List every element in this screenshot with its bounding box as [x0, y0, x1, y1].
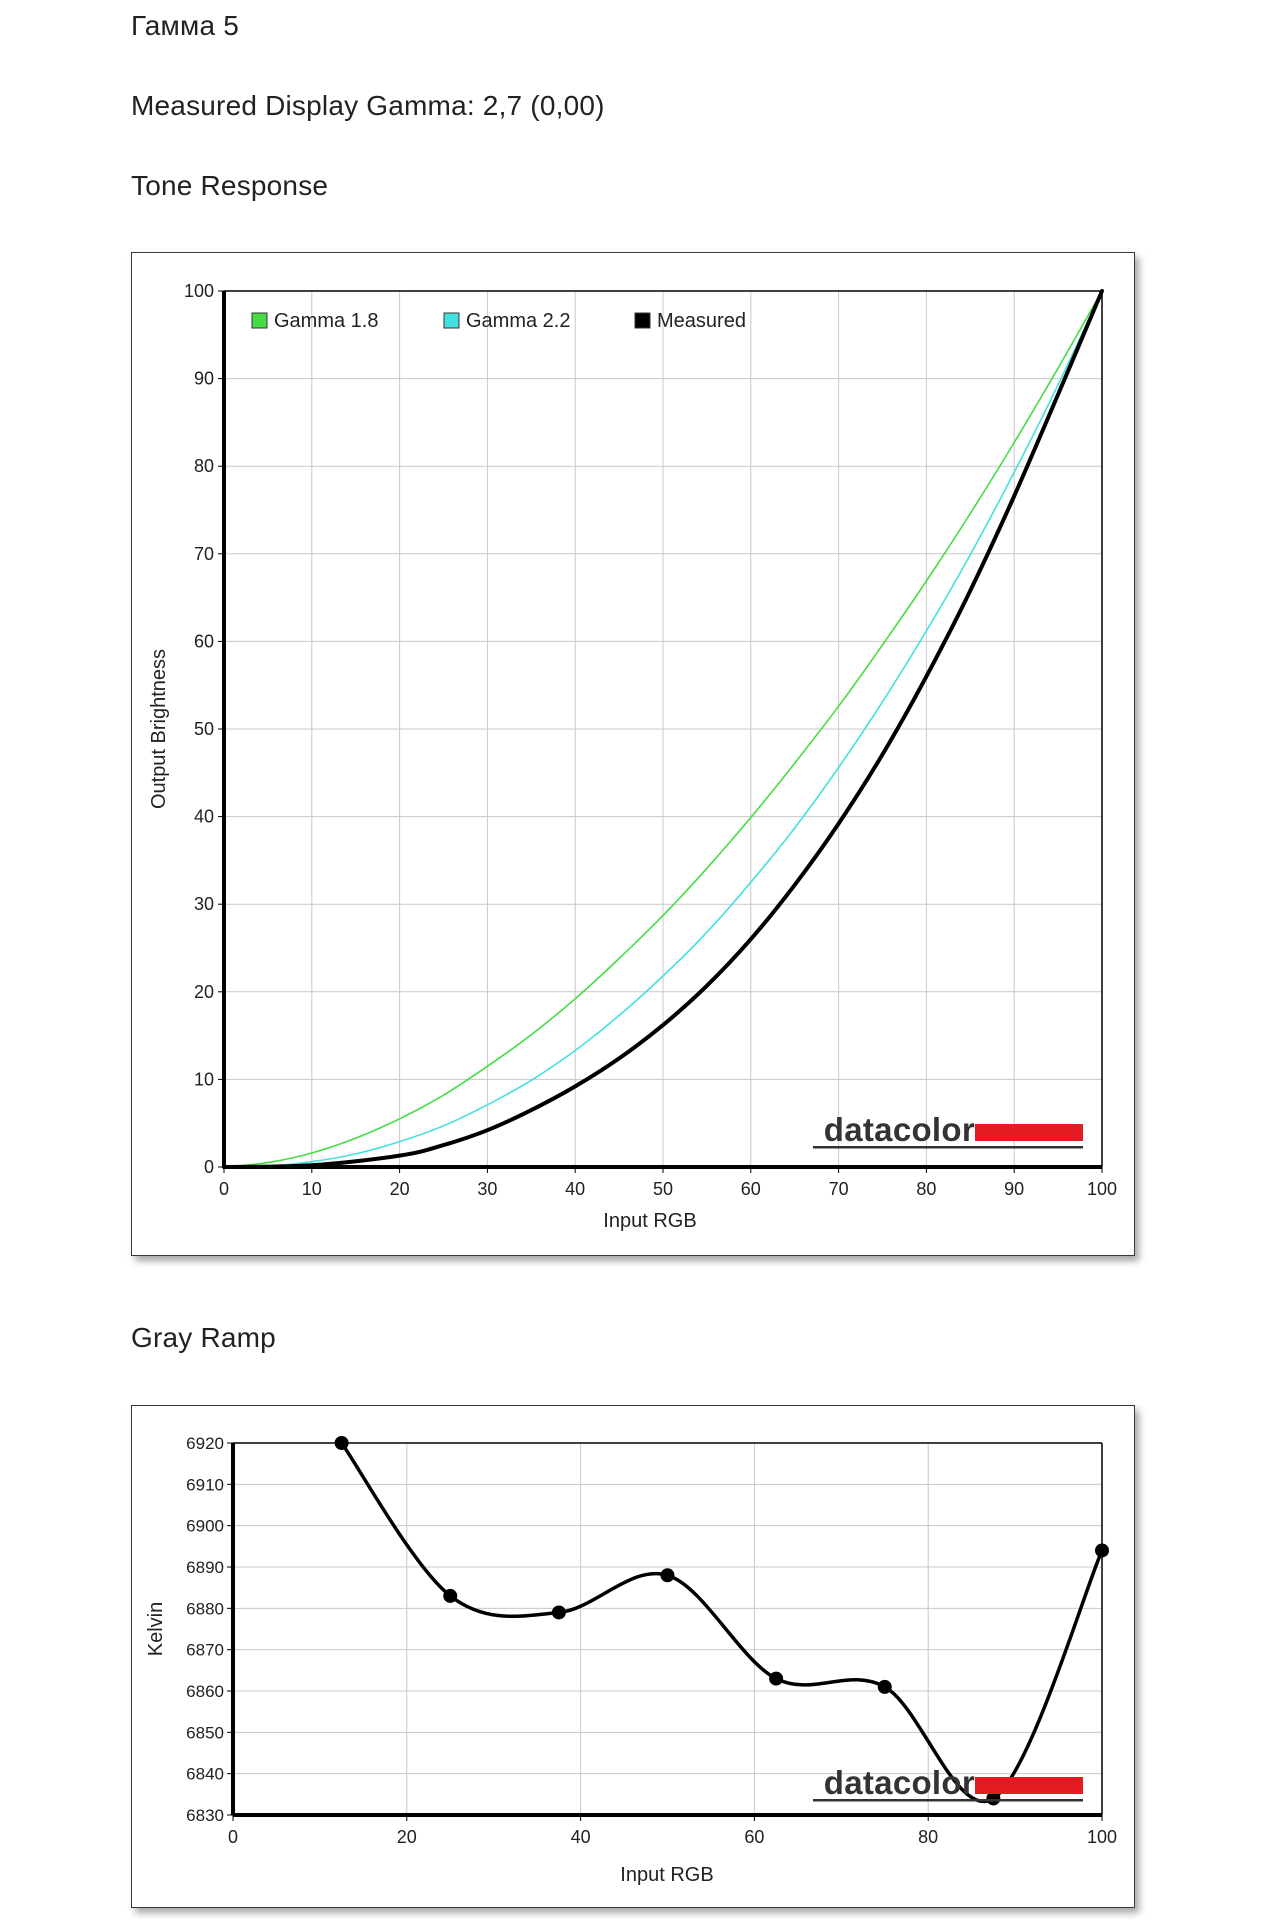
- tone-logo-underline: [813, 1146, 1083, 1149]
- gray-data-point: [769, 1671, 784, 1686]
- tone-series-line-3: [222, 289, 1104, 1169]
- tone-y-tick-label: 40: [194, 807, 214, 827]
- gray-data-point: [1095, 1543, 1109, 1558]
- gray-logo-text: datacolor: [824, 1764, 975, 1801]
- gray-y-tick-label: 6900: [186, 1517, 224, 1536]
- tone-x-tick-label: 100: [1087, 1179, 1117, 1199]
- gray-y-tick-label: 6870: [186, 1641, 224, 1660]
- gray-x-tick-label: 40: [571, 1827, 591, 1847]
- tone-x-axis-label: Input RGB: [603, 1210, 696, 1232]
- tone-x-tick-label: 10: [302, 1179, 322, 1199]
- gray-y-tick-label: 6880: [186, 1599, 224, 1618]
- tone-x-tick-label: 80: [916, 1179, 936, 1199]
- tone-legend-swatch: [251, 312, 268, 329]
- tone-x-tick-label: 40: [565, 1179, 585, 1199]
- tone-x-tick-label: 60: [741, 1179, 761, 1199]
- gray-data-point: [986, 1791, 1001, 1806]
- gray-y-tick-label: 6920: [186, 1434, 224, 1453]
- tone-legend-item-1: Gamma 1.8: [251, 310, 378, 332]
- tone-response-heading: Tone Response: [131, 170, 329, 201]
- gray-data-point: [551, 1605, 566, 1620]
- page-title: Гамма 5: [131, 10, 239, 41]
- tone-x-tick-label: 30: [477, 1179, 497, 1199]
- tone-y-tick-label: 30: [194, 894, 214, 914]
- gray-logo-bar: [975, 1777, 1083, 1794]
- tone-response-chart: 0 10 20 30 40 50 60 70 80 90 100 0 10 20 30 40 50 60 70 80 9…: [131, 252, 1135, 1256]
- gray-data-point: [443, 1588, 458, 1603]
- gray-y-tick-label: 6860: [186, 1682, 224, 1701]
- gray-y-tick-label: 6850: [186, 1723, 224, 1742]
- tone-y-axis-label: Output Brightness: [148, 649, 170, 809]
- tone-y-tick-label: 80: [194, 456, 214, 476]
- tone-y-tick-label: 60: [194, 631, 214, 651]
- gray-series-line: [339, 1441, 1104, 1804]
- tone-response-svg: 0 10 20 30 40 50 60 70 80 90 100 0 10 20 30 40 50 60 70 80 9…: [148, 281, 1117, 1232]
- gray-x-tick-label: 20: [397, 1827, 417, 1847]
- tone-legend-label: Gamma 1.8: [274, 310, 378, 332]
- gray-logo-underline: [813, 1799, 1083, 1802]
- tone-y-tick-label: 70: [194, 544, 214, 564]
- tone-y-tick-label: 10: [194, 1069, 214, 1089]
- tone-x-tick-label: 70: [829, 1179, 849, 1199]
- tone-logo: datacolor: [813, 1111, 1083, 1149]
- gray-ramp-heading: Gray Ramp: [131, 1322, 276, 1353]
- tone-x-tick-label: 20: [390, 1179, 410, 1199]
- measured-gamma-text: Measured Display Gamma: 2,7 (0,00): [131, 90, 605, 121]
- tone-logo-text: datacolor: [824, 1111, 975, 1148]
- tone-series-line-2: [223, 290, 1103, 1168]
- tone-logo-bar: [975, 1124, 1083, 1141]
- tone-x-tick-label: 0: [219, 1179, 229, 1199]
- gray-x-tick-label: 80: [918, 1827, 938, 1847]
- tone-legend-swatch: [443, 312, 460, 329]
- gray-x-axis-label: Input RGB: [620, 1864, 713, 1886]
- gray-data-point: [660, 1568, 675, 1583]
- tone-series-line-1: [223, 290, 1103, 1168]
- gray-data-point: [334, 1436, 349, 1450]
- gray-ramp-chart: 0 20 40 60 80 100 6830 6840 6850 6860 6870 6880 6890…: [131, 1405, 1135, 1908]
- gray-y-tick-label: 6890: [186, 1558, 224, 1577]
- tone-y-tick-label: 20: [194, 982, 214, 1002]
- gray-data-point: [877, 1679, 892, 1694]
- gray-logo: datacolor: [813, 1764, 1083, 1802]
- gray-x-tick-label: 0: [228, 1827, 238, 1847]
- gray-y-axis-label: Kelvin: [145, 1602, 167, 1656]
- gray-ramp-svg: 0 20 40 60 80 100 6830 6840 6850 6860 6870 6880 6890…: [145, 1434, 1117, 1886]
- gray-y-tick-label: 6910: [186, 1475, 224, 1494]
- gray-y-tick-label: 6840: [186, 1765, 224, 1784]
- gray-x-tick-label: 100: [1087, 1827, 1117, 1847]
- tone-legend-item-3: Measured: [634, 310, 746, 332]
- tone-legend-item-2: Gamma 2.2: [443, 310, 570, 332]
- tone-y-tick-label: 0: [204, 1157, 214, 1177]
- tone-legend-label: Gamma 2.2: [466, 310, 570, 332]
- gray-x-tick-label: 60: [744, 1827, 764, 1847]
- tone-legend-label: Measured: [657, 310, 746, 332]
- tone-y-tick-label: 50: [194, 719, 214, 739]
- tone-y-tick-label: 90: [194, 369, 214, 389]
- gray-y-tick-label: 6830: [186, 1806, 224, 1825]
- tone-legend-swatch: [634, 312, 651, 329]
- tone-x-tick-label: 50: [653, 1179, 673, 1199]
- tone-x-tick-label: 90: [1004, 1179, 1024, 1199]
- tone-y-tick-label: 100: [184, 281, 214, 301]
